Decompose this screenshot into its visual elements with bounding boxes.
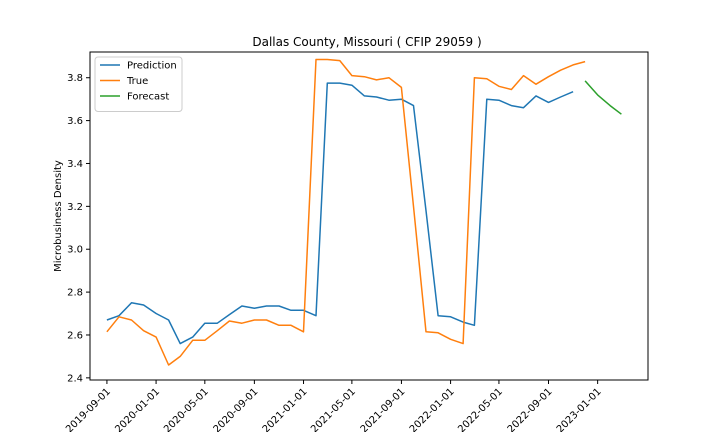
x-tick-label: 2023-01-01 [555, 386, 604, 432]
legend-label-prediction: Prediction [127, 61, 177, 72]
x-tick-label: 2019-09-01 [64, 386, 113, 432]
y-tick-label: 3.6 [67, 116, 83, 127]
x-tick-label: 2022-05-01 [456, 386, 505, 432]
x-tick-label: 2020-01-01 [113, 386, 162, 432]
y-tick-label: 2.8 [67, 288, 83, 299]
x-tick-label: 2020-05-01 [162, 386, 211, 432]
y-tick-label: 3.0 [67, 245, 83, 256]
legend-label-true: True [126, 76, 148, 87]
legend: Prediction True Forecast [94, 56, 183, 112]
y-tick-label: 2.4 [67, 373, 83, 384]
y-tick-label: 3.2 [67, 202, 83, 213]
y-tick-label: 2.6 [67, 330, 83, 341]
y-tick-label: 3.4 [67, 159, 83, 170]
y-axis-label: Microbusiness Density [53, 160, 64, 272]
legend-label-forecast: Forecast [127, 92, 169, 103]
x-tick-label: 2020-09-01 [212, 386, 261, 432]
series-line-forecast [584, 80, 622, 115]
plot-frame [89, 51, 649, 381]
x-tick-label: 2022-09-01 [506, 386, 555, 432]
x-tick-label: 2021-09-01 [359, 386, 408, 432]
chart-title: Dallas County, Missouri ( CFIP 29059 ) [252, 35, 481, 49]
y-tick-label: 3.8 [67, 73, 83, 84]
series-line-prediction [106, 82, 574, 345]
legend-box [94, 56, 183, 112]
x-tick-label: 2021-05-01 [309, 386, 358, 432]
x-tick-label: 2022-01-01 [408, 386, 457, 432]
series-line-true [106, 58, 586, 366]
series-lines [106, 58, 622, 366]
x-tick-label: 2021-01-01 [261, 386, 310, 432]
